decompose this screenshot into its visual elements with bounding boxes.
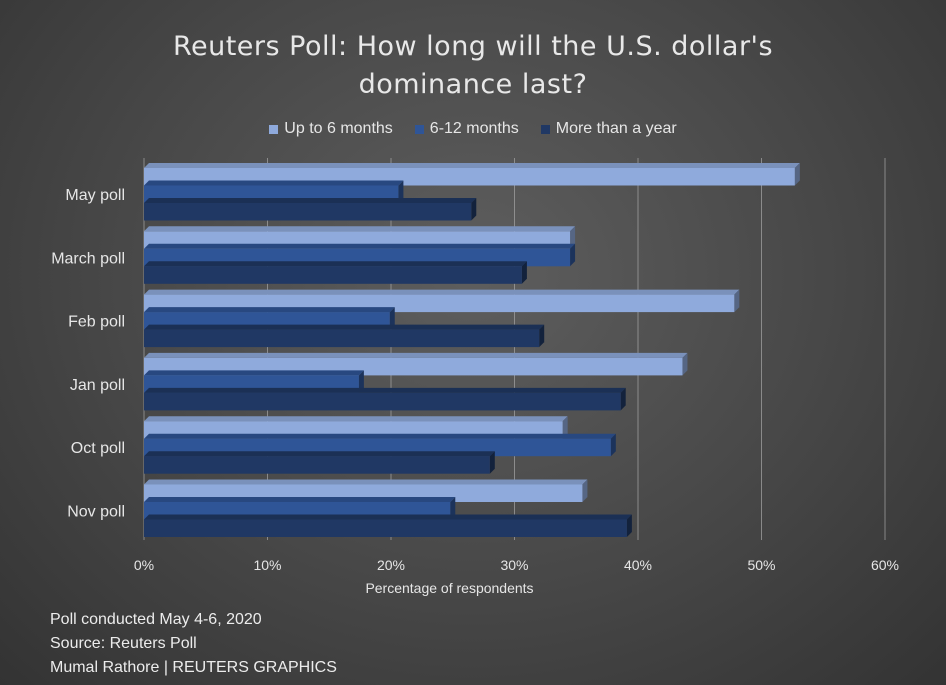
bar-feb-poll-more-than-a-year-top <box>144 324 545 330</box>
legend: Up to 6 months 6-12 months More than a y… <box>0 120 946 138</box>
bar-feb-poll-more-than-a-year <box>144 329 540 348</box>
bar-jan-poll-more-than-a-year-side <box>620 387 626 411</box>
bar-nov-poll-6-12-months-top <box>144 497 456 502</box>
bar-feb-poll-6-12-months-top <box>144 307 395 313</box>
bar-feb-poll-6-12-months-side <box>389 307 395 330</box>
bar-oct-poll-up-to-6-months-side <box>562 416 568 439</box>
bar-nov-poll-more-than-a-year <box>144 519 627 537</box>
bar-oct-poll-6-12-months-side <box>610 433 616 457</box>
bar-may-poll-more-than-a-year-top <box>144 198 477 203</box>
bar-jan-poll-more-than-a-year <box>144 392 621 411</box>
bar-nov-poll-more-than-a-year-top <box>144 514 632 520</box>
bar-jan-poll-6-12-months-top <box>144 370 364 376</box>
bar-may-poll-up-to-6-months-top <box>144 163 800 168</box>
bar-may-poll-6-12-months-side <box>398 180 404 203</box>
category-label-oct-poll: Oct poll <box>71 440 125 457</box>
bar-oct-poll-more-than-a-year-top <box>144 451 495 457</box>
legend-label-more-than-a-year: More than a year <box>555 120 677 137</box>
footer-source: Source: Reuters Poll <box>50 635 197 652</box>
bar-march-poll-up-to-6-months-top <box>144 226 576 232</box>
bar-nov-poll-6-12-months-side <box>450 497 456 520</box>
chart-title-line-1: Reuters Poll: How long will the U.S. dol… <box>172 31 774 62</box>
category-label-jan-poll: Jan poll <box>70 377 125 394</box>
bar-jan-poll-more-than-a-year-top <box>144 387 626 393</box>
category-label-march-poll: March poll <box>51 250 125 267</box>
footer-credit: Mumal Rathore | REUTERS GRAPHICS <box>50 659 337 676</box>
bar-jan-poll-up-to-6-months-side <box>682 352 688 376</box>
bar-march-poll-6-12-months-top <box>144 243 576 249</box>
bar-march-poll-more-than-a-year-top <box>144 261 527 267</box>
bar-nov-poll-up-to-6-months-side <box>582 479 588 502</box>
x-tick-label-20: 20% <box>377 557 405 573</box>
category-label-nov-poll: Nov poll <box>67 503 125 520</box>
legend-swatch-more-than-a-year <box>540 124 550 134</box>
bar-march-poll-6-12-months-side <box>570 243 576 267</box>
bar-march-poll-up-to-6-months-side <box>570 226 576 249</box>
bar-march-poll-more-than-a-year <box>144 266 522 284</box>
legend-entry-more-than-a-year: More than a year <box>540 120 677 138</box>
footer-poll-date: Poll conducted May 4-6, 2020 <box>50 611 262 628</box>
footer-notes: Poll conducted May 4-6, 2020 Source: Reu… <box>50 608 337 680</box>
x-tick-label-40: 40% <box>624 557 652 573</box>
legend-swatch-6-12-months <box>414 124 424 134</box>
category-label-may-poll: May poll <box>65 187 125 204</box>
bar-oct-poll-up-to-6-months-top <box>144 416 568 422</box>
x-tick-label-10: 10% <box>253 557 281 573</box>
legend-entry-6-12-months: 6-12 months <box>414 120 519 138</box>
bar-oct-poll-more-than-a-year-side <box>489 451 495 474</box>
bar-feb-poll-more-than-a-year-side <box>539 324 545 348</box>
category-label-feb-poll: Feb poll <box>68 314 125 331</box>
bar-jan-poll-up-to-6-months-top <box>144 352 688 358</box>
x-tick-label-50: 50% <box>747 557 775 573</box>
bar-oct-poll-6-12-months-top <box>144 433 616 439</box>
chart-title-line-2: dominance last? <box>358 69 588 100</box>
x-tick-label-0: 0% <box>134 557 154 573</box>
chart-title: Reuters Poll: How long will the U.S. dol… <box>0 28 946 104</box>
legend-label-up-to-6-months: Up to 6 months <box>284 120 393 137</box>
bar-may-poll-up-to-6-months-side <box>794 163 800 186</box>
legend-label-6-12-months: 6-12 months <box>429 120 519 137</box>
legend-swatch-up-to-6-months <box>269 124 279 134</box>
bar-march-poll-more-than-a-year-side <box>521 261 527 284</box>
bar-oct-poll-more-than-a-year <box>144 456 490 474</box>
legend-entry-up-to-6-months: Up to 6 months <box>269 120 393 138</box>
x-tick-label-30: 30% <box>500 557 528 573</box>
bar-feb-poll-up-to-6-months-top <box>144 289 740 295</box>
bar-jan-poll-6-12-months-side <box>358 370 364 393</box>
x-tick-label-60: 60% <box>871 557 899 573</box>
bar-may-poll-more-than-a-year-side <box>471 198 477 221</box>
x-axis-label: Percentage of respondents <box>365 580 533 596</box>
bar-nov-poll-up-to-6-months-top <box>144 479 588 485</box>
bar-nov-poll-more-than-a-year-side <box>626 514 632 537</box>
bar-feb-poll-up-to-6-months-side <box>734 289 740 313</box>
bar-may-poll-6-12-months-top <box>144 180 404 186</box>
bar-may-poll-more-than-a-year <box>144 203 472 221</box>
